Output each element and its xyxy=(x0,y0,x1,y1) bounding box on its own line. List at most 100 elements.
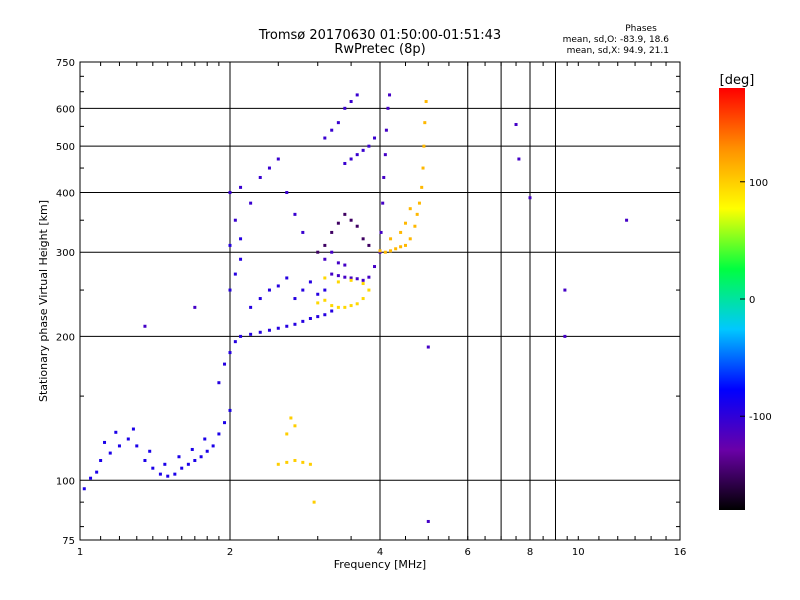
data-point xyxy=(203,437,207,441)
data-point xyxy=(420,185,424,189)
data-point xyxy=(89,476,93,480)
data-point xyxy=(228,243,232,247)
data-point xyxy=(239,257,243,261)
data-point xyxy=(343,161,347,165)
data-point xyxy=(426,519,430,523)
y-tick-label: 750 xyxy=(56,58,75,69)
data-point xyxy=(514,123,518,127)
data-point xyxy=(361,297,365,301)
y-tick-label: 400 xyxy=(56,188,75,199)
data-point xyxy=(148,449,152,453)
data-point xyxy=(323,288,327,292)
chart-title: Tromsø 20170630 01:50:00-01:51:43 xyxy=(258,28,501,43)
data-point xyxy=(163,462,167,466)
stats-heading: Phases xyxy=(625,24,657,34)
data-point xyxy=(308,280,312,284)
data-point xyxy=(233,272,237,276)
y-tick-label: 75 xyxy=(62,536,75,547)
data-point xyxy=(267,288,271,292)
data-point xyxy=(383,250,387,254)
data-point xyxy=(367,275,371,279)
data-point xyxy=(343,106,347,110)
data-point xyxy=(117,444,121,448)
data-point xyxy=(228,288,232,292)
data-point xyxy=(267,166,271,170)
data-point xyxy=(276,326,280,330)
data-point xyxy=(625,218,629,222)
data-point xyxy=(384,128,388,132)
data-point xyxy=(323,257,327,261)
data-point xyxy=(349,157,353,161)
data-point xyxy=(343,263,347,267)
data-point xyxy=(285,190,289,194)
data-point xyxy=(386,106,390,110)
data-point xyxy=(126,437,130,441)
stats-o-line: mean, sd,O: -83.9, 18.6 xyxy=(563,35,670,45)
data-point xyxy=(355,93,359,97)
data-point xyxy=(285,276,289,280)
data-point xyxy=(336,261,340,265)
x-tick-label: 16 xyxy=(674,547,687,558)
data-point xyxy=(423,121,427,125)
data-point xyxy=(293,458,297,462)
data-point xyxy=(349,304,353,308)
data-point xyxy=(233,218,237,222)
data-point xyxy=(193,305,197,309)
data-point xyxy=(258,330,262,334)
data-point xyxy=(186,462,190,466)
data-point xyxy=(151,466,155,470)
colorbar-label: [deg] xyxy=(720,73,755,88)
data-point xyxy=(312,500,316,504)
data-point xyxy=(367,144,371,148)
data-point xyxy=(563,288,567,292)
data-point xyxy=(417,201,421,205)
data-point xyxy=(330,272,334,276)
data-point xyxy=(382,175,386,179)
y-axis-label: Stationary phase Virtual Height [km] xyxy=(37,200,50,402)
data-point xyxy=(422,144,426,148)
data-point xyxy=(355,277,359,281)
data-point xyxy=(173,472,177,476)
data-point xyxy=(343,212,347,216)
data-point xyxy=(373,265,377,269)
data-point xyxy=(343,305,347,309)
y-tick-label: 200 xyxy=(56,332,75,343)
stats-x-line: mean, sd,X: 94.9, 21.1 xyxy=(567,46,669,56)
y-tick-label: 500 xyxy=(56,142,75,153)
data-point xyxy=(379,230,383,234)
data-point xyxy=(381,201,385,205)
data-point xyxy=(388,93,392,97)
data-point xyxy=(323,276,327,280)
data-point xyxy=(143,458,147,462)
data-point xyxy=(323,298,327,302)
data-point xyxy=(211,444,215,448)
data-point xyxy=(217,381,221,385)
data-point xyxy=(199,455,203,459)
data-point xyxy=(424,100,428,104)
y-axis-ticks: 75 100 200 300 400 500 600 750 xyxy=(56,58,680,547)
x-axis-ticks: 1 2 4 6 8 10 16 xyxy=(77,62,687,558)
data-point xyxy=(399,245,403,249)
data-point xyxy=(293,297,297,301)
y-tick-label: 600 xyxy=(56,104,75,115)
data-point xyxy=(180,466,184,470)
chart-subtitle: RwPretec (8p) xyxy=(334,42,425,57)
data-point xyxy=(367,288,371,292)
data-point xyxy=(373,136,377,140)
data-point xyxy=(166,474,170,478)
y-tick-label: 100 xyxy=(56,476,75,487)
data-point xyxy=(233,340,237,344)
data-point xyxy=(193,458,197,462)
data-point xyxy=(415,212,419,216)
data-point xyxy=(316,292,320,296)
data-point xyxy=(330,309,334,313)
data-point xyxy=(316,315,320,319)
data-point xyxy=(349,276,353,280)
data-point xyxy=(349,100,353,104)
data-point xyxy=(394,247,398,251)
data-point xyxy=(239,185,243,189)
data-point xyxy=(285,324,289,328)
data-point xyxy=(421,166,425,170)
data-point xyxy=(293,322,297,326)
data-point xyxy=(293,424,297,428)
